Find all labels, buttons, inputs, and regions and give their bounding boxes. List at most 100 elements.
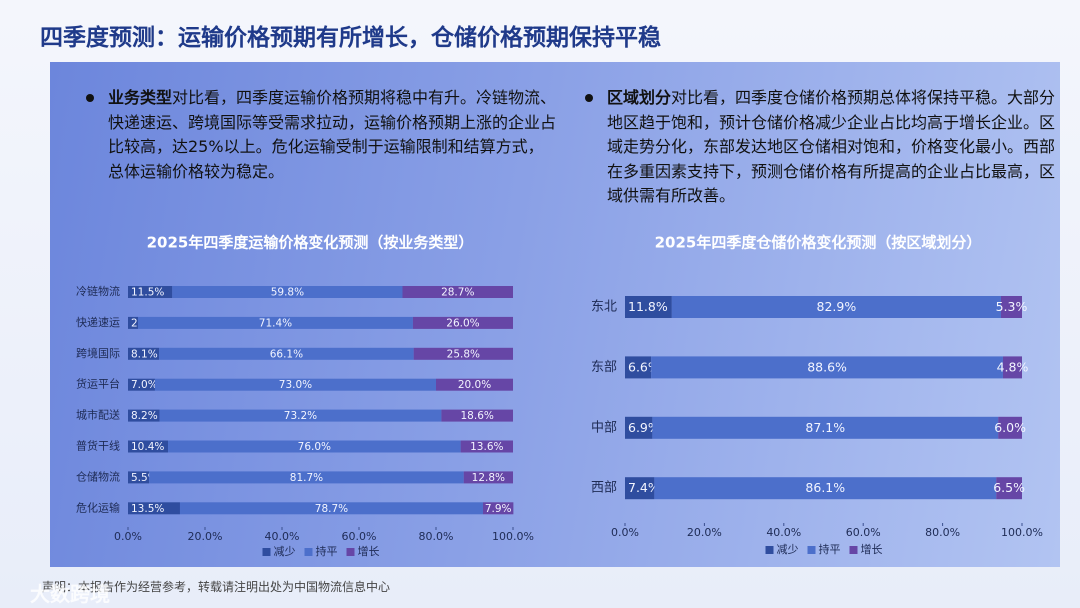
bar-segment bbox=[441, 409, 513, 422]
y-tick-label: 货运平台 bbox=[76, 377, 120, 391]
legend-label: 增长 bbox=[861, 542, 883, 556]
bar-segment bbox=[172, 286, 403, 298]
data-label: 12.8% bbox=[472, 472, 505, 484]
bar-segment bbox=[128, 471, 150, 484]
bar-segment bbox=[154, 378, 436, 391]
data-label: 20.0% bbox=[458, 379, 491, 391]
bar-segment bbox=[460, 440, 513, 453]
bar-segment bbox=[159, 409, 442, 422]
chart-title: 2025年四季度运输价格变化预测（按业务类型） bbox=[147, 234, 474, 252]
data-label: 6.9% bbox=[628, 420, 660, 435]
y-tick-label: 东部 bbox=[591, 360, 617, 375]
bar-segment bbox=[128, 440, 169, 453]
legend-swatch bbox=[849, 546, 858, 554]
bar-segment bbox=[128, 378, 155, 391]
data-label: 7.9% bbox=[485, 503, 512, 515]
x-tick-label: 40.0% bbox=[265, 530, 300, 543]
data-label: 88.6% bbox=[807, 359, 847, 374]
y-tick-label: 中部 bbox=[591, 420, 617, 435]
y-tick-label: 仓储物流 bbox=[76, 469, 120, 483]
bar-segment bbox=[412, 316, 513, 329]
footer-note: 声明：本报告作为经营参考，转载请注明出处为中国物流信息中心 bbox=[42, 580, 391, 594]
legend-swatch bbox=[807, 546, 816, 554]
data-label: 10.4% bbox=[131, 441, 164, 453]
data-label: 82.9% bbox=[817, 299, 857, 314]
paragraph-lead: 区域划分 bbox=[607, 88, 672, 107]
data-label: 81.7% bbox=[290, 472, 323, 484]
x-tick-label: 60.0% bbox=[342, 530, 377, 543]
bar-segment bbox=[128, 316, 139, 329]
data-label: 66.1% bbox=[270, 348, 303, 360]
data-label: 87.1% bbox=[805, 420, 845, 435]
bar-segment bbox=[671, 296, 1001, 318]
paragraph-lead: 业务类型 bbox=[108, 88, 173, 107]
legend-swatch bbox=[304, 548, 313, 556]
paragraph-text: 对比看，四季度运输价格预期将稳中有升。冷链物流、快递速运、跨境国际等受需求拉动，… bbox=[108, 88, 557, 181]
y-tick-label: 西部 bbox=[591, 481, 617, 496]
paragraph: 业务类型对比看，四季度运输价格预期将稳中有升。冷链物流、快递速运、跨境国际等受需… bbox=[108, 86, 558, 184]
data-label: 4.8% bbox=[997, 359, 1029, 374]
bar-segment bbox=[1002, 356, 1022, 379]
data-label: 5.3% bbox=[996, 299, 1028, 314]
data-label: 6.5% bbox=[993, 480, 1025, 495]
legend-swatch bbox=[346, 548, 355, 556]
x-tick-label: 100.0% bbox=[492, 530, 534, 543]
y-tick-label: 冷链物流 bbox=[76, 284, 120, 298]
y-tick-label: 普货干线 bbox=[76, 439, 120, 453]
data-label: 18.6% bbox=[461, 410, 494, 422]
bar-segment bbox=[625, 356, 652, 379]
y-tick-label: 城市配送 bbox=[76, 408, 120, 422]
bar-segment bbox=[651, 356, 1003, 379]
x-tick-label: 60.0% bbox=[846, 526, 881, 539]
x-tick-label: 80.0% bbox=[419, 530, 454, 543]
legend-swatch bbox=[765, 546, 774, 554]
legend-label: 减少 bbox=[777, 543, 799, 556]
data-label: 7.0% bbox=[131, 379, 158, 391]
legend-swatch bbox=[262, 548, 271, 556]
bar-segment bbox=[159, 347, 414, 360]
data-label: 73.2% bbox=[284, 410, 317, 422]
data-label: 26.0% bbox=[446, 317, 479, 329]
data-label: 76.0% bbox=[298, 441, 331, 453]
x-tick-label: 80.0% bbox=[925, 526, 960, 539]
bar-segment bbox=[996, 477, 1022, 500]
paragraph-text: 对比看，四季度仓储价格预期总体将保持平稳。大部分地区趋于饱和，预计仓储价格减少企… bbox=[607, 88, 1056, 205]
data-label: 8.1% bbox=[131, 348, 158, 360]
bullet bbox=[86, 94, 94, 102]
data-label: 73.0% bbox=[279, 379, 312, 391]
y-tick-label: 跨境国际 bbox=[76, 346, 120, 360]
bullet bbox=[585, 94, 593, 102]
bar-segment bbox=[436, 378, 513, 391]
data-label: 8.2% bbox=[131, 410, 158, 422]
bar-segment bbox=[625, 477, 655, 500]
bar-segment bbox=[482, 502, 514, 515]
data-label: 71.4% bbox=[259, 317, 292, 329]
legend-label: 减少 bbox=[274, 545, 296, 558]
bar-segment bbox=[413, 347, 513, 360]
legend-label: 持平 bbox=[316, 544, 338, 558]
bar-segment bbox=[625, 416, 653, 439]
data-label: 13.5% bbox=[131, 503, 164, 515]
data-label: 7.4% bbox=[628, 480, 660, 495]
y-tick-label: 危化运输 bbox=[76, 500, 120, 514]
x-tick-label: 20.0% bbox=[687, 526, 722, 539]
x-tick-label: 0.0% bbox=[611, 526, 639, 539]
bar-segment bbox=[128, 409, 160, 422]
legend-label: 持平 bbox=[819, 542, 841, 556]
y-tick-label: 东北 bbox=[591, 300, 617, 315]
x-tick-label: 40.0% bbox=[766, 526, 801, 539]
data-label: 11.8% bbox=[628, 299, 668, 314]
data-label: 59.8% bbox=[271, 287, 304, 299]
data-label: 86.1% bbox=[805, 480, 845, 495]
bar-segment bbox=[179, 502, 483, 515]
bar-segment bbox=[149, 471, 464, 484]
bar-segment bbox=[138, 316, 413, 329]
bar-segment bbox=[652, 416, 999, 439]
bar-segment bbox=[402, 286, 513, 298]
bar-segment bbox=[998, 416, 1022, 439]
paragraph: 区域划分对比看，四季度仓储价格预期总体将保持平稳。大部分地区趋于饱和，预计仓储价… bbox=[607, 86, 1057, 209]
data-label: 78.7% bbox=[315, 503, 348, 515]
watermark: 大数跨境 bbox=[30, 582, 110, 606]
bar-segment bbox=[128, 286, 173, 298]
